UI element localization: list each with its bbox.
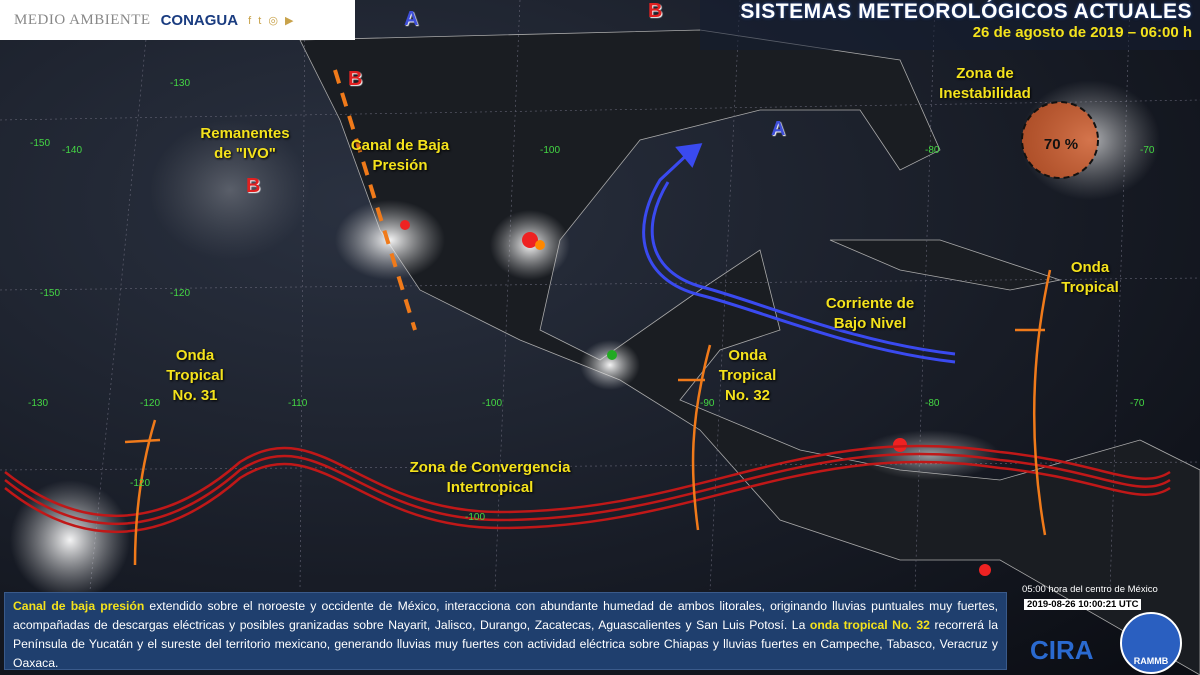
instagram-icon: ◎ (268, 14, 280, 27)
trough-line (333, 69, 417, 331)
tropical-wave-32-label: Onda Tropical No. 32 (718, 347, 777, 404)
grid-label: -110 (288, 398, 308, 409)
grid-label: -80 (925, 398, 940, 409)
grid-label: -90 (700, 398, 715, 409)
forecast-text: extendido sobre el noroeste y occidente … (13, 599, 998, 632)
youtube-icon: ▶ (285, 14, 296, 27)
social-icons: f t ◎ ▶ (248, 14, 295, 27)
low-level-jet-arrow (642, 143, 956, 364)
low-pressure-label: B (246, 175, 261, 197)
low-pressure-label: B (348, 68, 363, 90)
highlight-trough: Canal de baja presión (13, 599, 145, 613)
cira-logo: CIRA (1030, 635, 1094, 665)
high-pressure-label: A (404, 8, 419, 30)
probability-label: 70 % (1043, 136, 1079, 153)
tropical-wave-label: Onda Tropical (1061, 259, 1119, 296)
grid-label: -120 (130, 478, 151, 489)
grid-label: -150 (40, 288, 61, 299)
grid-label: -150 (30, 138, 51, 149)
forecast-text: recorrerá la Península de Yucatán y el s… (13, 618, 998, 670)
grid-label: -100 (465, 512, 486, 523)
ivo-remnants-label: Remanentes de "IVO" (200, 125, 290, 162)
page-title: SISTEMAS METEOROLÓGICOS ACTUALES (740, 0, 1192, 23)
grid-label: -80 (925, 145, 940, 156)
land-masses (299, 29, 1200, 675)
grid-label: -100 (482, 398, 503, 409)
highlight-tropical-wave: onda tropical No. 32 (809, 618, 930, 632)
agency-logos: MEDIO AMBIENTE CONAGUA f t ◎ ▶ (0, 0, 355, 40)
facebook-icon: f (248, 14, 254, 27)
grid-label: -130 (28, 398, 49, 409)
instability-zone-marker (1021, 101, 1099, 179)
rammb-logo: RAMMB (1120, 612, 1182, 674)
utc-timestamp: 2019-08-26 10:00:21 UTC (1024, 599, 1142, 610)
grid-label: -140 (62, 145, 83, 156)
grid-label: -120 (170, 288, 191, 299)
page-subtitle: 26 de agosto de 2019 – 06:00 h (972, 24, 1192, 41)
trough-label: Canal de Baja Presión (350, 137, 450, 174)
high-pressure-label: A (771, 118, 786, 140)
local-time: 05:00 hora del centro de México (1022, 584, 1158, 595)
low-level-jet-label: Corriente de Bajo Nivel (825, 295, 915, 332)
instability-zone-label: Zona de Inestabilidad (939, 65, 1031, 102)
grid-label: -70 (1130, 398, 1145, 409)
itcz-label: Zona de Convergencia Intertropical (409, 459, 571, 496)
grid-label: -70 (1140, 145, 1155, 156)
grid-label: -120 (140, 398, 161, 409)
grid-label: -100 (540, 145, 561, 156)
twitter-icon: t (258, 14, 264, 27)
medio-ambiente-logo: MEDIO AMBIENTE (14, 11, 151, 28)
tropical-wave-31-label: Onda Tropical No. 31 (166, 347, 224, 404)
tropical-waves (124, 269, 1052, 566)
grid-label: -130 (170, 78, 191, 89)
itcz-band (4, 444, 1171, 534)
title-box: SISTEMAS METEOROLÓGICOS ACTUALES 26 de a… (700, 0, 1200, 50)
forecast-text-box: Canal de baja presión extendido sobre el… (4, 592, 1007, 670)
conagua-logo: CONAGUA (160, 11, 239, 29)
low-pressure-label: B (648, 0, 663, 22)
clouds (10, 80, 1160, 600)
